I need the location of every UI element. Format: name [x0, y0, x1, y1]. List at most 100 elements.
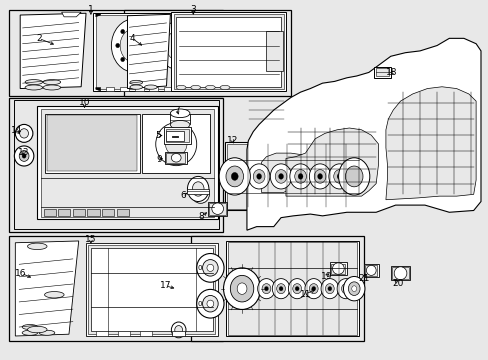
Text: 3: 3 [190, 5, 196, 14]
Polygon shape [61, 12, 81, 17]
Polygon shape [166, 153, 185, 163]
Ellipse shape [176, 85, 185, 90]
Ellipse shape [294, 170, 306, 183]
Polygon shape [96, 13, 101, 17]
Polygon shape [391, 267, 408, 279]
Ellipse shape [333, 170, 345, 183]
Text: 20: 20 [391, 279, 403, 288]
Bar [37, 107, 217, 220]
Bar [117, 209, 129, 216]
Polygon shape [149, 87, 158, 91]
Bar [142, 114, 210, 173]
Ellipse shape [230, 275, 253, 302]
Text: 18: 18 [385, 68, 397, 77]
Ellipse shape [276, 284, 285, 294]
Ellipse shape [133, 63, 137, 67]
Ellipse shape [130, 85, 142, 89]
Ellipse shape [171, 153, 181, 162]
Ellipse shape [336, 279, 354, 299]
Ellipse shape [345, 166, 362, 187]
Ellipse shape [27, 326, 47, 333]
Polygon shape [285, 128, 378, 196]
Ellipse shape [233, 170, 245, 183]
Polygon shape [329, 262, 346, 275]
Polygon shape [227, 242, 356, 334]
Polygon shape [96, 87, 101, 91]
Text: 16: 16 [16, 269, 27, 278]
Ellipse shape [338, 158, 369, 195]
Text: 0: 0 [197, 301, 202, 307]
Ellipse shape [202, 296, 218, 312]
Ellipse shape [332, 263, 344, 274]
Polygon shape [163, 87, 172, 91]
Ellipse shape [314, 170, 325, 183]
Text: 5: 5 [155, 131, 160, 140]
Ellipse shape [325, 284, 333, 294]
Polygon shape [207, 202, 227, 216]
Ellipse shape [298, 174, 303, 179]
Ellipse shape [190, 85, 200, 90]
Ellipse shape [228, 164, 250, 189]
Polygon shape [15, 241, 79, 336]
Polygon shape [173, 14, 283, 89]
Ellipse shape [327, 287, 331, 291]
Text: 9: 9 [156, 155, 162, 164]
Ellipse shape [317, 174, 322, 179]
Polygon shape [210, 87, 215, 91]
Polygon shape [135, 87, 143, 91]
Bar [58, 209, 70, 216]
Ellipse shape [144, 57, 148, 62]
Ellipse shape [343, 276, 364, 301]
Ellipse shape [116, 43, 120, 48]
Ellipse shape [288, 279, 305, 299]
Polygon shape [209, 203, 225, 215]
Ellipse shape [43, 85, 61, 90]
Text: 21: 21 [358, 274, 369, 283]
Ellipse shape [223, 268, 260, 310]
Ellipse shape [15, 125, 33, 142]
Ellipse shape [341, 284, 349, 294]
Ellipse shape [204, 50, 216, 63]
Ellipse shape [256, 174, 261, 179]
Ellipse shape [295, 287, 299, 291]
Text: 4: 4 [129, 34, 135, 43]
Text: 2: 2 [36, 34, 41, 43]
Ellipse shape [14, 146, 34, 166]
Ellipse shape [156, 123, 196, 166]
Ellipse shape [305, 279, 322, 299]
Polygon shape [171, 12, 285, 91]
Polygon shape [261, 153, 310, 193]
Ellipse shape [150, 43, 154, 48]
Ellipse shape [211, 203, 223, 215]
Polygon shape [86, 243, 217, 336]
Ellipse shape [22, 330, 38, 335]
Polygon shape [266, 31, 282, 71]
Ellipse shape [237, 283, 246, 294]
Bar [41, 109, 214, 217]
Ellipse shape [120, 28, 149, 63]
Ellipse shape [309, 284, 318, 294]
Ellipse shape [111, 19, 158, 72]
Ellipse shape [25, 85, 42, 90]
Ellipse shape [248, 164, 269, 189]
Ellipse shape [272, 279, 289, 299]
Ellipse shape [196, 289, 224, 318]
Ellipse shape [202, 260, 218, 276]
Bar [102, 209, 114, 216]
Ellipse shape [257, 279, 275, 299]
Ellipse shape [219, 158, 250, 195]
Ellipse shape [275, 170, 286, 183]
Ellipse shape [231, 172, 238, 180]
Polygon shape [105, 87, 114, 91]
Polygon shape [170, 114, 189, 125]
Ellipse shape [206, 300, 213, 307]
Bar [47, 116, 137, 171]
Polygon shape [127, 14, 170, 89]
Ellipse shape [253, 170, 264, 183]
Polygon shape [163, 127, 190, 144]
Bar [9, 235, 222, 341]
Ellipse shape [121, 30, 124, 34]
Polygon shape [120, 87, 129, 91]
Polygon shape [187, 189, 208, 194]
Ellipse shape [174, 325, 182, 334]
